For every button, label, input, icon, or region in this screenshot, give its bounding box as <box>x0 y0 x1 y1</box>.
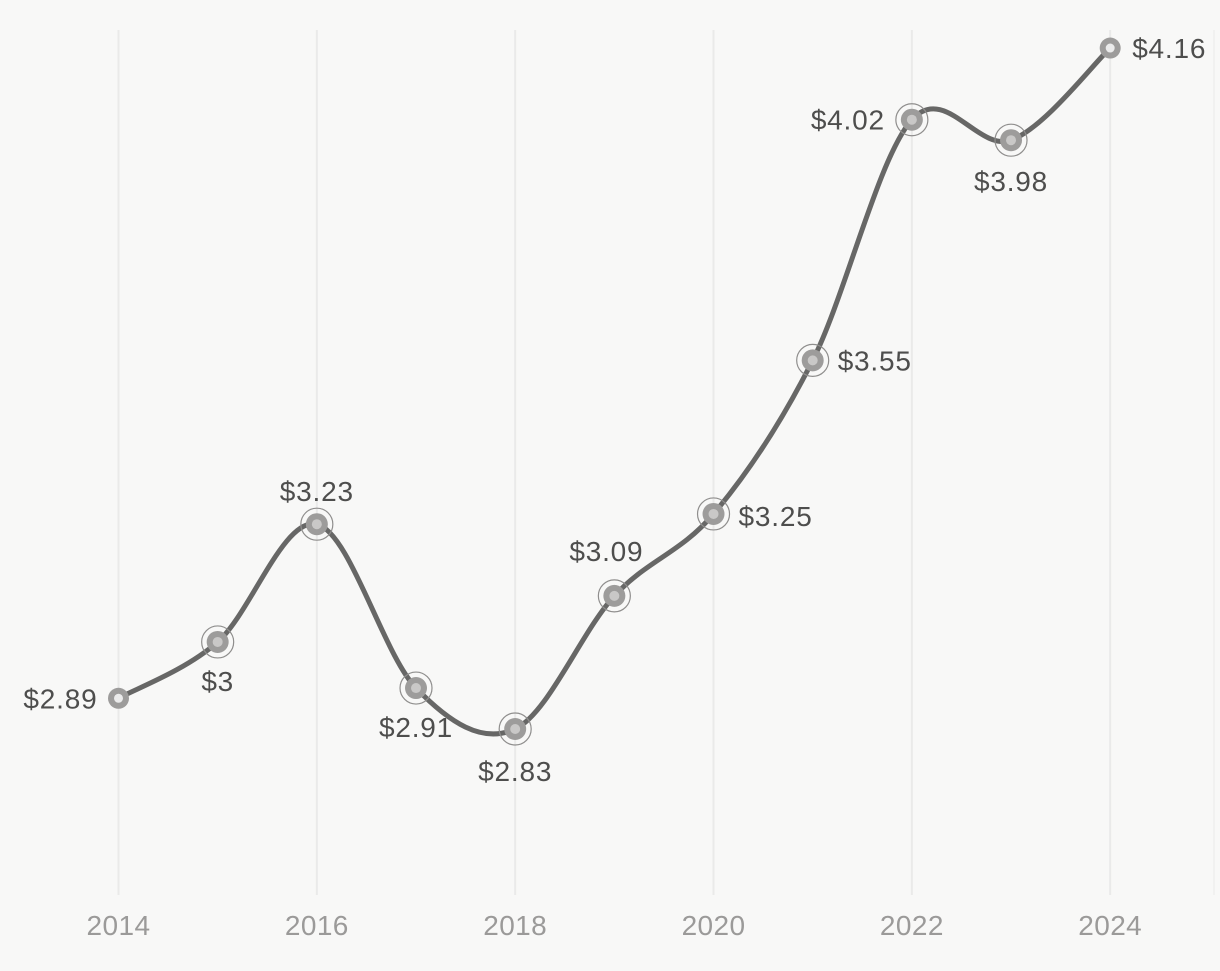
point-label-2023: $3.98 <box>974 166 1048 197</box>
data-point-core-2019 <box>609 590 620 601</box>
data-point-core-2024 <box>1105 43 1115 53</box>
point-label-2018: $2.83 <box>478 756 552 787</box>
data-point-core-2014 <box>114 693 123 703</box>
point-label-2016: $3.23 <box>280 476 354 507</box>
data-point-core-2018 <box>510 724 521 734</box>
x-tick-label-2024: 2024 <box>1078 910 1142 941</box>
data-point-ring-2017 <box>399 671 433 705</box>
data-point-ring-2021 <box>796 343 830 377</box>
x-tick-label-2016: 2016 <box>285 910 349 941</box>
x-tick-label-2014: 2014 <box>87 910 151 941</box>
data-point-ring-2018 <box>498 712 532 746</box>
point-label-2021: $3.55 <box>838 345 912 376</box>
data-point-ring-2022 <box>895 103 929 137</box>
data-point-ring-2016 <box>300 507 334 541</box>
point-label-2022: $4.02 <box>811 105 885 136</box>
point-label-2015: $3 <box>201 666 234 697</box>
data-point-core-2021 <box>807 355 818 366</box>
x-tick-label-2022: 2022 <box>880 910 944 941</box>
data-point-ring-2019 <box>597 579 631 613</box>
data-point-ring-2023 <box>994 123 1028 157</box>
data-point-ring-2020 <box>696 497 731 531</box>
data-point-core-2015 <box>212 636 223 647</box>
point-label-2017: $2.91 <box>379 712 453 743</box>
point-label-2020: $3.25 <box>739 501 813 532</box>
point-label-2019: $3.09 <box>569 536 643 567</box>
data-point-ring-2015 <box>201 625 235 659</box>
point-label-2014: $2.89 <box>23 683 97 714</box>
point-label-2024: $4.16 <box>1132 33 1206 64</box>
data-point-core-2016 <box>311 519 322 530</box>
x-tick-label-2018: 2018 <box>483 910 547 941</box>
data-point-core-2017 <box>411 683 422 694</box>
x-tick-label-2020: 2020 <box>682 910 746 941</box>
data-point-core-2023 <box>1006 135 1017 146</box>
data-point-core-2020 <box>708 508 719 519</box>
data-point-core-2022 <box>906 114 917 125</box>
